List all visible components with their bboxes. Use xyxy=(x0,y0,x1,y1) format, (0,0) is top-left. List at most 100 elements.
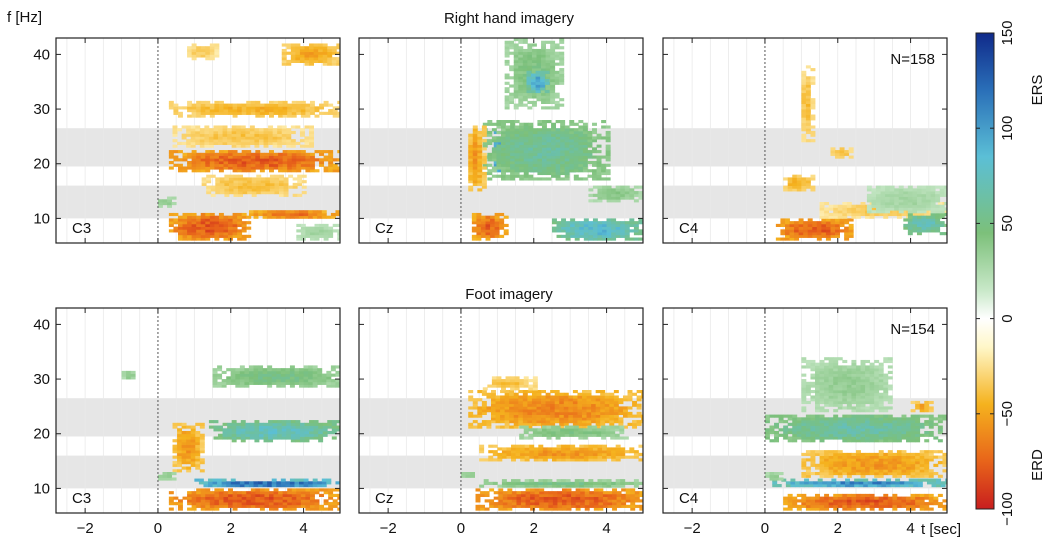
heatmap-cell xyxy=(223,155,229,159)
heatmap-cell xyxy=(561,504,567,508)
heatmap-cell xyxy=(214,218,220,222)
heatmap-cell xyxy=(582,414,587,418)
heatmap-cell xyxy=(500,398,506,402)
heatmap-cell xyxy=(195,125,201,129)
heatmap-cell xyxy=(191,57,197,61)
heatmap-cell xyxy=(269,182,275,186)
heatmap-cell xyxy=(305,232,311,236)
heatmap-cell xyxy=(255,106,261,110)
heatmap-cell xyxy=(816,234,822,238)
heatmap-cell xyxy=(191,502,197,506)
heatmap-cell xyxy=(322,59,328,63)
heatmap-cell xyxy=(575,507,581,511)
heatmap-cell xyxy=(898,202,904,206)
heatmap-cell xyxy=(624,221,630,225)
heatmap-cell xyxy=(492,450,498,454)
heatmap-cell xyxy=(551,128,557,132)
heatmap-cell xyxy=(504,106,510,110)
heatmap-cell xyxy=(323,502,329,506)
heatmap-cell xyxy=(196,48,202,53)
heatmap-cell xyxy=(300,502,306,506)
heatmap-cell xyxy=(842,212,848,217)
heatmap-cell xyxy=(545,100,551,104)
channel-label: C3 xyxy=(72,220,91,237)
heatmap-cell xyxy=(871,210,877,214)
heatmap-cell xyxy=(595,417,601,421)
heatmap-cell xyxy=(296,158,302,162)
heatmap-cell xyxy=(502,493,508,497)
heatmap-cell xyxy=(472,182,478,186)
heatmap-cell xyxy=(620,191,626,195)
heatmap-cell xyxy=(557,496,563,500)
heatmap-cell xyxy=(573,166,579,170)
heatmap-cell xyxy=(249,436,255,440)
heatmap-cell xyxy=(513,38,519,42)
heatmap-cell xyxy=(519,177,525,181)
heatmap-cell xyxy=(579,452,585,456)
heatmap-cell xyxy=(287,111,293,115)
heatmap-cell xyxy=(237,237,243,241)
heatmap-cell xyxy=(486,395,492,399)
heatmap-cell xyxy=(570,455,576,459)
heatmap-cell xyxy=(468,425,474,429)
heatmap-cell xyxy=(219,177,225,181)
heatmap-cell xyxy=(801,125,807,129)
heatmap-cell xyxy=(501,152,506,156)
heatmap-cell xyxy=(218,106,224,110)
heatmap-cell xyxy=(805,84,811,88)
heatmap-cell xyxy=(586,403,592,407)
heatmap-cell xyxy=(332,499,338,503)
heatmap-cell xyxy=(271,381,277,385)
heatmap-cell xyxy=(287,103,293,107)
heatmap-cell xyxy=(214,43,220,47)
heatmap-cell xyxy=(213,428,219,432)
heatmap-cell xyxy=(574,223,580,227)
heatmap-cell xyxy=(477,409,483,413)
heatmap-cell xyxy=(848,223,854,227)
heatmap-cell xyxy=(200,46,206,50)
heatmap-cell xyxy=(531,420,537,424)
heatmap-cell xyxy=(253,212,259,217)
heatmap-cell xyxy=(309,507,315,511)
heatmap-cell xyxy=(534,488,540,492)
heatmap-cell xyxy=(477,174,483,178)
heatmap-cell xyxy=(916,207,922,211)
heatmap-cell xyxy=(638,237,643,241)
heatmap-cell xyxy=(223,221,229,225)
heatmap-cell xyxy=(509,398,515,402)
heatmap-cell xyxy=(291,161,297,165)
heatmap-cell xyxy=(587,161,593,165)
heatmap-cell xyxy=(287,163,293,167)
heatmap-cell xyxy=(609,392,615,396)
heatmap-cell xyxy=(504,414,510,418)
heatmap-cell xyxy=(605,136,611,140)
heatmap-cell xyxy=(518,73,524,77)
heatmap-cell xyxy=(577,411,583,415)
heatmap-cell xyxy=(550,422,556,426)
heatmap-cell xyxy=(304,425,310,429)
heatmap-cell xyxy=(598,504,604,508)
heatmap-cell xyxy=(335,481,340,485)
heatmap-cell xyxy=(314,502,320,506)
heatmap-cell xyxy=(250,103,256,107)
heatmap-cell xyxy=(247,191,253,195)
heatmap-cell xyxy=(271,368,277,372)
heatmap-cell xyxy=(217,484,223,488)
heatmap-cell xyxy=(196,215,202,219)
heatmap-cell xyxy=(272,428,278,432)
heatmap-cell xyxy=(247,185,253,189)
heatmap-cell xyxy=(613,395,619,399)
heatmap-cell xyxy=(282,111,288,115)
heatmap-cell xyxy=(839,223,845,227)
heatmap-cell xyxy=(589,493,595,497)
heatmap-cell xyxy=(548,504,554,508)
heatmap-cell xyxy=(196,234,202,238)
heatmap-cell xyxy=(577,403,583,407)
heatmap-cell xyxy=(253,210,259,214)
heatmap-cell xyxy=(638,444,643,448)
heatmap-cell xyxy=(531,65,537,69)
heatmap-cell xyxy=(209,48,215,53)
heatmap-cell xyxy=(513,103,519,107)
heatmap-cell xyxy=(231,431,237,435)
heatmap-cell xyxy=(236,144,242,148)
